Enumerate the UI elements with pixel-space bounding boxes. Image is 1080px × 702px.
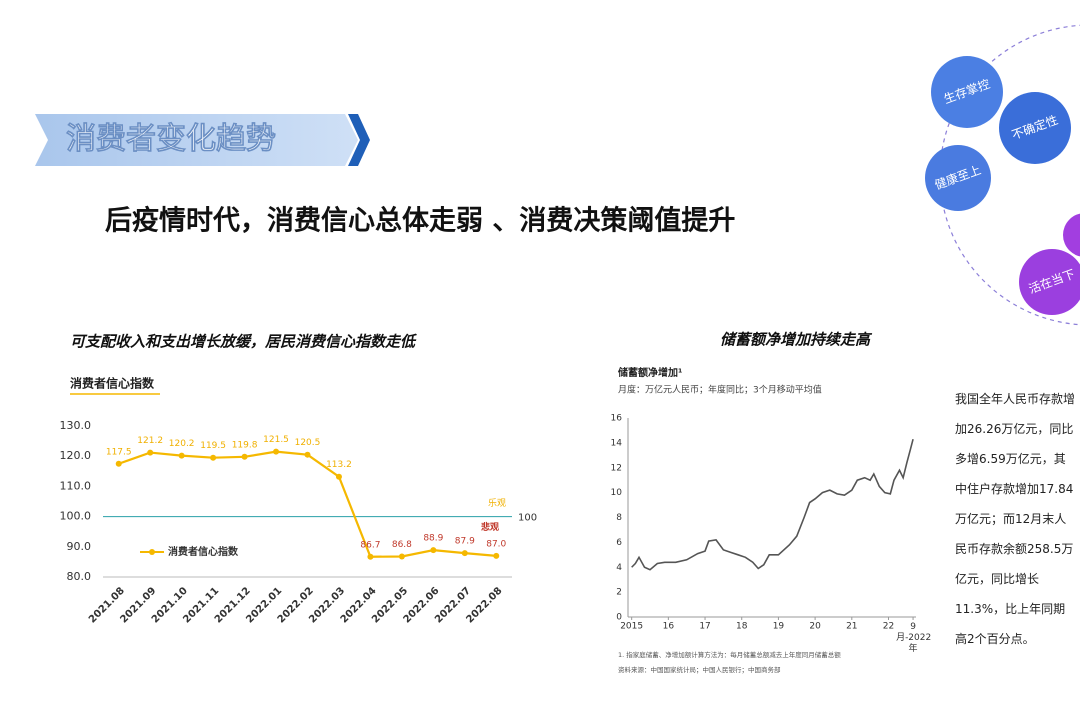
side-text: 我国全年人民币存款增加26.26万亿元，同比多增6.59万亿元，其中住户存款增加… (955, 392, 1076, 646)
data-label: 86.7 (360, 540, 380, 550)
x-tick-label: 17 (699, 622, 710, 632)
chart-title: 可支配收入和支出增长放缓，居民消费信心指数走低 (70, 333, 418, 351)
data-label: 121.5 (263, 435, 289, 445)
x-tick-label: 20 (809, 622, 821, 632)
data-point (178, 452, 185, 459)
annotation: 乐观 (488, 497, 506, 509)
data-point (115, 460, 122, 467)
data-point (335, 473, 342, 480)
data-point (461, 550, 468, 557)
banner-chevron (348, 114, 370, 166)
legend-marker (149, 549, 155, 555)
y-tick-label: 8 (616, 513, 622, 523)
y-tick-label: 110.0 (60, 479, 92, 492)
y-tick-label: 90.0 (67, 540, 92, 553)
banner-text: 消费者变化趋势 (66, 122, 276, 157)
data-point (241, 453, 248, 460)
bubble (999, 92, 1071, 164)
y-tick-label: 12 (611, 463, 622, 473)
data-point (493, 552, 500, 559)
data-line (631, 438, 914, 571)
x-tick-label: 9月-2022年 (896, 622, 932, 654)
data-label: 121.2 (137, 436, 163, 446)
chart-title: 储蓄额净增加持续走高 (720, 331, 873, 349)
data-label: 120.2 (169, 439, 195, 449)
data-label: 113.2 (326, 460, 352, 470)
data-label: 87.0 (486, 539, 506, 549)
y-tick-label: 130.0 (60, 419, 92, 432)
y-tick-label: 0 (616, 613, 622, 623)
y-tick-label: 16 (611, 414, 623, 424)
data-point (398, 553, 405, 560)
y-tick-label: 120.0 (60, 449, 92, 462)
x-tick-label: 2015 (620, 622, 643, 632)
y-tick-label: 10 (611, 488, 623, 498)
y-tick-label: 80.0 (67, 570, 92, 583)
deco-bubble (1063, 213, 1080, 257)
y-tick-label: 100.0 (60, 510, 92, 523)
x-tick-label: 18 (736, 622, 748, 632)
data-point (273, 448, 280, 455)
data-label: 86.8 (392, 540, 412, 550)
chart-subtitle: 消费者信心指数 (70, 376, 155, 391)
data-label: 87.9 (455, 537, 475, 547)
legend-label: 消费者信心指数 (168, 545, 239, 558)
y-tick-label: 14 (611, 438, 623, 448)
bubble (931, 56, 1003, 128)
y-tick-label: 4 (616, 563, 622, 573)
bubble (1019, 249, 1080, 315)
data-label: 119.5 (200, 441, 226, 451)
x-tick-label: 21 (846, 622, 857, 632)
data-label: 120.5 (295, 438, 321, 448)
x-tick-label: 19 (773, 622, 785, 632)
data-point (304, 451, 311, 458)
bubble (925, 145, 991, 211)
data-point (430, 547, 437, 554)
y-tick-label: 6 (616, 538, 622, 548)
data-label: 117.5 (106, 447, 132, 457)
y-tick-label: 2 (616, 588, 622, 598)
footnote: 1. 指家庭储蓄、净增加额计算方法为：每月储蓄总额减去上年度同月储蓄总额 (618, 650, 841, 659)
data-point (210, 454, 217, 461)
footnote: 资料来源：中国国家统计局；中国人民银行；中国商务部 (618, 665, 781, 674)
data-point (367, 553, 374, 560)
headline: 后疫情时代，消费信心总体走弱 、消费决策阈值提升 (105, 205, 735, 237)
banner-ribbon (35, 114, 358, 166)
x-tick-label: 16 (663, 622, 675, 632)
data-label: 119.8 (232, 440, 258, 450)
data-point (147, 449, 154, 456)
chart-subtitle: 储蓄额净增加¹ (617, 366, 682, 379)
chart-note: 月度：万亿元人民币；年度同比；3个月移动平均值 (618, 384, 822, 396)
data-label: 88.9 (423, 534, 443, 544)
reference-label: 100 (518, 513, 537, 524)
x-tick-label: 22 (883, 622, 894, 632)
annotation: 悲观 (481, 521, 499, 533)
